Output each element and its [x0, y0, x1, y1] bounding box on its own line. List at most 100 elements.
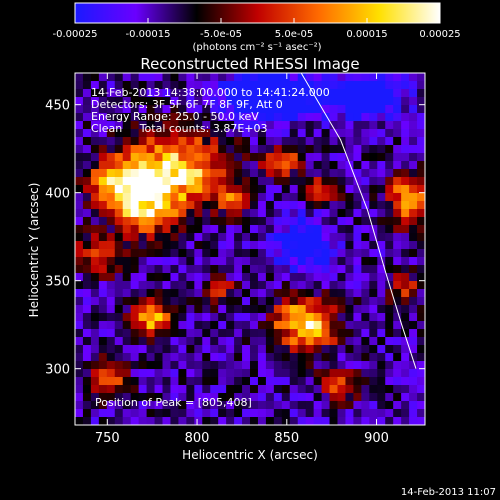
- heatmap-cell: [281, 281, 291, 290]
- heatmap-cell: [90, 193, 100, 202]
- heatmap-cell: [345, 393, 354, 402]
- heatmap-cell: [154, 137, 164, 146]
- heatmap-cell: [250, 129, 259, 138]
- heatmap-cell: [337, 369, 347, 378]
- heatmap-cell: [154, 297, 164, 306]
- heatmap-cell: [234, 233, 243, 242]
- heatmap-cell: [226, 313, 235, 322]
- heatmap-cell: [154, 121, 164, 130]
- heatmap-cell: [234, 129, 243, 138]
- heatmap-cell: [106, 81, 116, 90]
- heatmap-cell: [90, 73, 100, 82]
- heatmap-cell: [226, 105, 235, 114]
- heatmap-cell: [162, 193, 172, 202]
- heatmap-cell: [242, 193, 251, 202]
- heatmap-cell: [98, 169, 108, 178]
- heatmap-cell: [122, 249, 132, 258]
- heatmap-cell: [273, 105, 283, 114]
- heatmap-cell: [170, 353, 179, 362]
- heatmap-cell: [393, 353, 402, 362]
- heatmap-cell: [242, 81, 251, 90]
- heatmap-cell: [337, 321, 347, 330]
- heatmap-cell: [250, 305, 259, 314]
- heatmap-cell: [361, 297, 370, 306]
- heatmap-cell: [417, 225, 425, 234]
- heatmap-cell: [138, 153, 148, 162]
- heatmap-cell: [313, 369, 323, 378]
- heatmap-cell: [385, 161, 394, 170]
- heatmap-cell: [218, 97, 227, 106]
- heatmap-cell: [409, 305, 418, 314]
- heatmap-cell: [393, 273, 402, 282]
- heatmap-cell: [82, 153, 92, 162]
- heatmap-cell: [202, 329, 211, 338]
- heatmap-cell: [409, 73, 418, 82]
- heatmap-cell: [305, 233, 315, 242]
- heatmap-cell: [234, 265, 243, 274]
- heatmap-cell: [369, 321, 378, 330]
- heatmap-cell: [313, 129, 323, 138]
- heatmap-cell: [337, 201, 347, 210]
- heatmap-cell: [178, 361, 187, 370]
- heatmap-cell: [329, 249, 339, 258]
- heatmap-cell: [265, 201, 275, 210]
- heatmap-cell: [393, 313, 402, 322]
- heatmap-cell: [305, 169, 315, 178]
- heatmap-cell: [337, 241, 347, 250]
- heatmap-cell: [194, 337, 203, 346]
- heatmap-cell: [257, 377, 267, 386]
- heatmap-cell: [106, 137, 116, 146]
- heatmap-cell: [377, 337, 386, 346]
- heatmap-cell: [234, 209, 243, 218]
- heatmap-cell: [186, 177, 195, 186]
- heatmap-cell: [186, 225, 195, 234]
- heatmap-cell: [106, 337, 116, 346]
- heatmap-cell: [90, 105, 100, 114]
- heatmap-cell: [146, 129, 156, 138]
- heatmap-cell: [297, 201, 307, 210]
- heatmap-cell: [417, 345, 425, 354]
- heatmap-cell: [297, 81, 307, 90]
- heatmap-cell: [409, 113, 418, 122]
- heatmap-cell: [170, 145, 179, 154]
- heatmap-cell: [90, 233, 100, 242]
- heatmap-cell: [369, 153, 378, 162]
- heatmap-cell: [106, 289, 116, 298]
- heatmap-cell: [385, 353, 394, 362]
- heatmap-cell: [146, 217, 156, 226]
- heatmap-cell: [242, 89, 251, 98]
- heatmap-cell: [242, 417, 251, 425]
- heatmap-cell: [234, 105, 243, 114]
- heatmap-cell: [154, 273, 164, 282]
- heatmap-cell: [122, 337, 132, 346]
- heatmap-cell: [138, 313, 148, 322]
- heatmap-cell: [122, 313, 132, 322]
- heatmap-cell: [393, 113, 402, 122]
- heatmap-cell: [250, 409, 259, 418]
- heatmap-cell: [210, 393, 219, 402]
- heatmap-cell: [393, 289, 402, 298]
- heatmap-cell: [321, 241, 331, 250]
- heatmap-cell: [329, 329, 339, 338]
- heatmap-cell: [218, 321, 227, 330]
- heatmap-cell: [218, 257, 227, 266]
- heatmap-cell: [329, 145, 339, 154]
- heatmap-cell: [385, 305, 394, 314]
- heatmap-cell: [369, 161, 378, 170]
- heatmap-cell: [210, 193, 219, 202]
- heatmap-cell: [369, 73, 378, 82]
- heatmap-cell: [321, 177, 331, 186]
- heatmap-cell: [289, 305, 299, 314]
- heatmap-cell: [257, 169, 267, 178]
- heatmap-cell: [242, 185, 251, 194]
- heatmap-cell: [297, 233, 307, 242]
- heatmap-cell: [146, 89, 156, 98]
- heatmap-cell: [218, 137, 227, 146]
- heatmap-cell: [186, 409, 195, 418]
- heatmap-cell: [353, 225, 362, 234]
- heatmap-cell: [226, 97, 235, 106]
- heatmap-cell: [210, 233, 219, 242]
- heatmap-cell: [218, 89, 227, 98]
- heatmap-cell: [218, 385, 227, 394]
- heatmap-cell: [170, 201, 179, 210]
